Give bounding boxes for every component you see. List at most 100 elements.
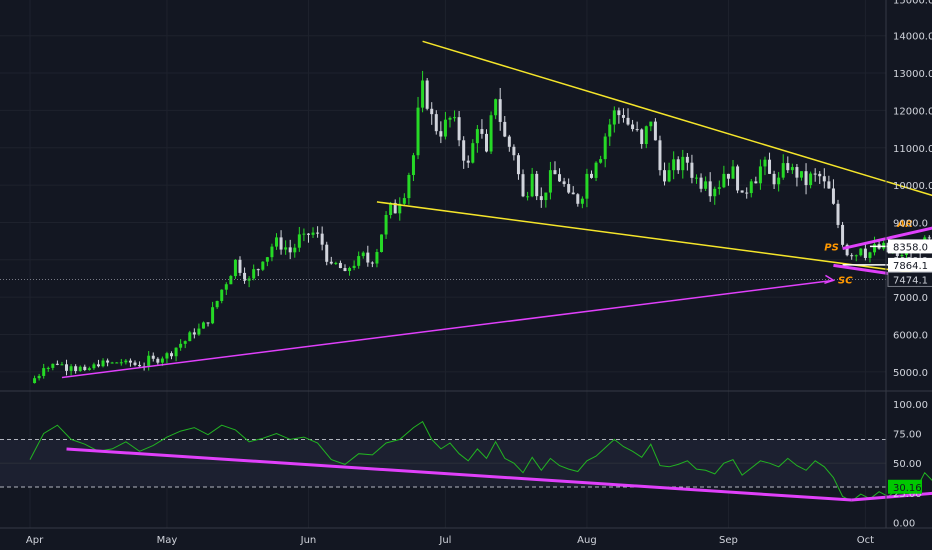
candle-body — [316, 232, 320, 234]
candle-body — [320, 233, 324, 245]
candle-body — [722, 173, 726, 188]
candle-body — [87, 368, 91, 370]
candle-body — [69, 366, 73, 371]
candle-body — [535, 173, 539, 197]
candle-body — [854, 255, 858, 257]
price-tick-label: 9000.0 — [893, 218, 928, 229]
candle-body — [813, 173, 817, 175]
lower-wedge-line — [376, 201, 932, 276]
candle-body — [352, 265, 356, 268]
candle-body — [717, 187, 721, 189]
price-tick-label: 5000.0 — [893, 368, 928, 379]
candle-body — [562, 181, 566, 185]
candle-body — [635, 129, 639, 131]
candle-body — [334, 262, 338, 264]
candle-body — [841, 224, 845, 245]
candle-body — [206, 322, 210, 324]
candle-body — [457, 117, 461, 141]
candle-body — [681, 156, 685, 171]
candle-body — [284, 247, 288, 250]
candle-body — [626, 117, 630, 125]
candle-body — [754, 181, 758, 184]
candle-body — [96, 364, 100, 367]
candle-body — [631, 124, 635, 130]
candle-body — [576, 194, 580, 204]
candle-body — [65, 364, 69, 371]
rsi-value-box — [888, 479, 922, 494]
annotation-ar: AR — [896, 219, 912, 230]
candle-body — [425, 80, 429, 109]
candle-body — [599, 159, 603, 163]
candle-body — [704, 181, 708, 189]
candle-body — [174, 347, 178, 357]
candle-body — [238, 259, 242, 273]
candle-body — [439, 131, 443, 137]
candle-body — [411, 155, 415, 176]
candle-body — [548, 170, 552, 193]
candle-body — [160, 358, 164, 363]
candle-body — [571, 192, 575, 195]
candle-body — [224, 284, 228, 290]
candle-body — [115, 362, 119, 364]
candle-body — [658, 140, 662, 171]
candle-body — [621, 115, 625, 118]
candle-body — [101, 360, 105, 367]
candle-body — [183, 341, 187, 344]
candle-body — [617, 110, 621, 116]
candle-body — [512, 146, 516, 156]
candle-body — [603, 136, 607, 160]
price-tick-label: 15000.0 — [893, 0, 932, 6]
candle-body — [165, 353, 169, 359]
price-tag-label: 8358.0 — [893, 242, 928, 253]
candle-body — [804, 171, 808, 186]
candle-body — [521, 174, 525, 197]
annotation-sc: SC — [838, 275, 853, 286]
time-tick-label: Jun — [300, 535, 317, 546]
candle-body — [265, 257, 269, 262]
candle-body — [384, 214, 388, 235]
candle-body — [361, 252, 365, 257]
candle-body — [873, 244, 877, 253]
rsi-tick-label: 25.00 — [893, 489, 922, 500]
candle-body — [845, 244, 849, 256]
candle-body — [685, 156, 689, 163]
candle-body — [293, 247, 297, 253]
candle-body — [653, 121, 657, 141]
time-tick-label: Aug — [577, 535, 597, 546]
candle-body — [170, 353, 174, 357]
candle-body — [827, 181, 831, 189]
candle-body — [900, 254, 904, 257]
candle-body — [699, 177, 703, 189]
candle-body — [809, 173, 813, 186]
candle-body — [407, 175, 411, 199]
candle-body — [567, 184, 571, 193]
candle-body — [580, 198, 584, 204]
candle-body — [758, 166, 762, 184]
candle-body — [106, 360, 110, 363]
rsi-tick-label: 100.00 — [893, 400, 928, 411]
candle-body — [777, 177, 781, 185]
candle-body — [649, 121, 653, 127]
candle-body — [229, 276, 233, 285]
candle-body — [612, 110, 616, 125]
candle-body — [818, 173, 822, 177]
candle-body — [667, 170, 671, 182]
rsi-line — [29, 420, 932, 502]
candle-body — [831, 188, 835, 204]
candle-body — [466, 160, 470, 163]
candle-body — [859, 248, 863, 256]
price-tick-label: 14000.0 — [893, 32, 932, 43]
candle-body — [288, 247, 292, 253]
upper-channel-line — [842, 226, 932, 251]
rsi-tick-label: 0.00 — [893, 519, 915, 530]
time-tick-label: May — [157, 535, 178, 546]
candle-body — [119, 362, 123, 364]
drawings — [0, 40, 932, 502]
candle-body — [672, 159, 676, 171]
candle-body — [37, 375, 41, 379]
candle-body — [306, 233, 310, 235]
candle-body — [608, 124, 612, 137]
candle-body — [151, 355, 155, 359]
candle-body — [348, 267, 352, 272]
candle-body — [553, 170, 557, 175]
